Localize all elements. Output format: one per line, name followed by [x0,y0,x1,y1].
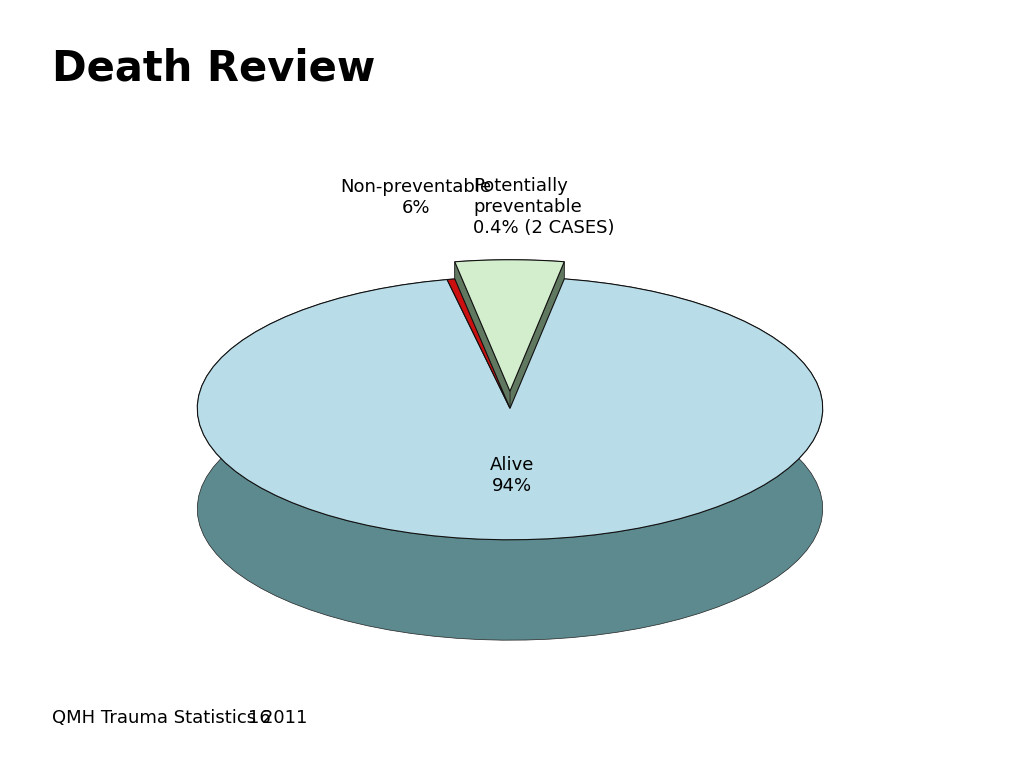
PathPatch shape [510,262,564,492]
Text: Alive
94%: Alive 94% [489,456,534,495]
PathPatch shape [454,260,564,362]
PathPatch shape [454,262,510,492]
PathPatch shape [446,279,510,409]
Text: Non-preventable
6%: Non-preventable 6% [339,178,491,216]
PathPatch shape [446,279,510,509]
PathPatch shape [197,278,822,640]
PathPatch shape [446,279,454,380]
PathPatch shape [454,260,564,391]
PathPatch shape [454,279,510,509]
Text: Death Review: Death Review [52,47,375,89]
PathPatch shape [446,279,510,509]
PathPatch shape [510,278,564,509]
Text: 16: 16 [248,709,270,727]
Text: Potentially
preventable
0.4% (2 CASES): Potentially preventable 0.4% (2 CASES) [473,177,613,237]
Text: QMH Trauma Statistics 2011: QMH Trauma Statistics 2011 [52,709,307,727]
PathPatch shape [197,278,822,540]
